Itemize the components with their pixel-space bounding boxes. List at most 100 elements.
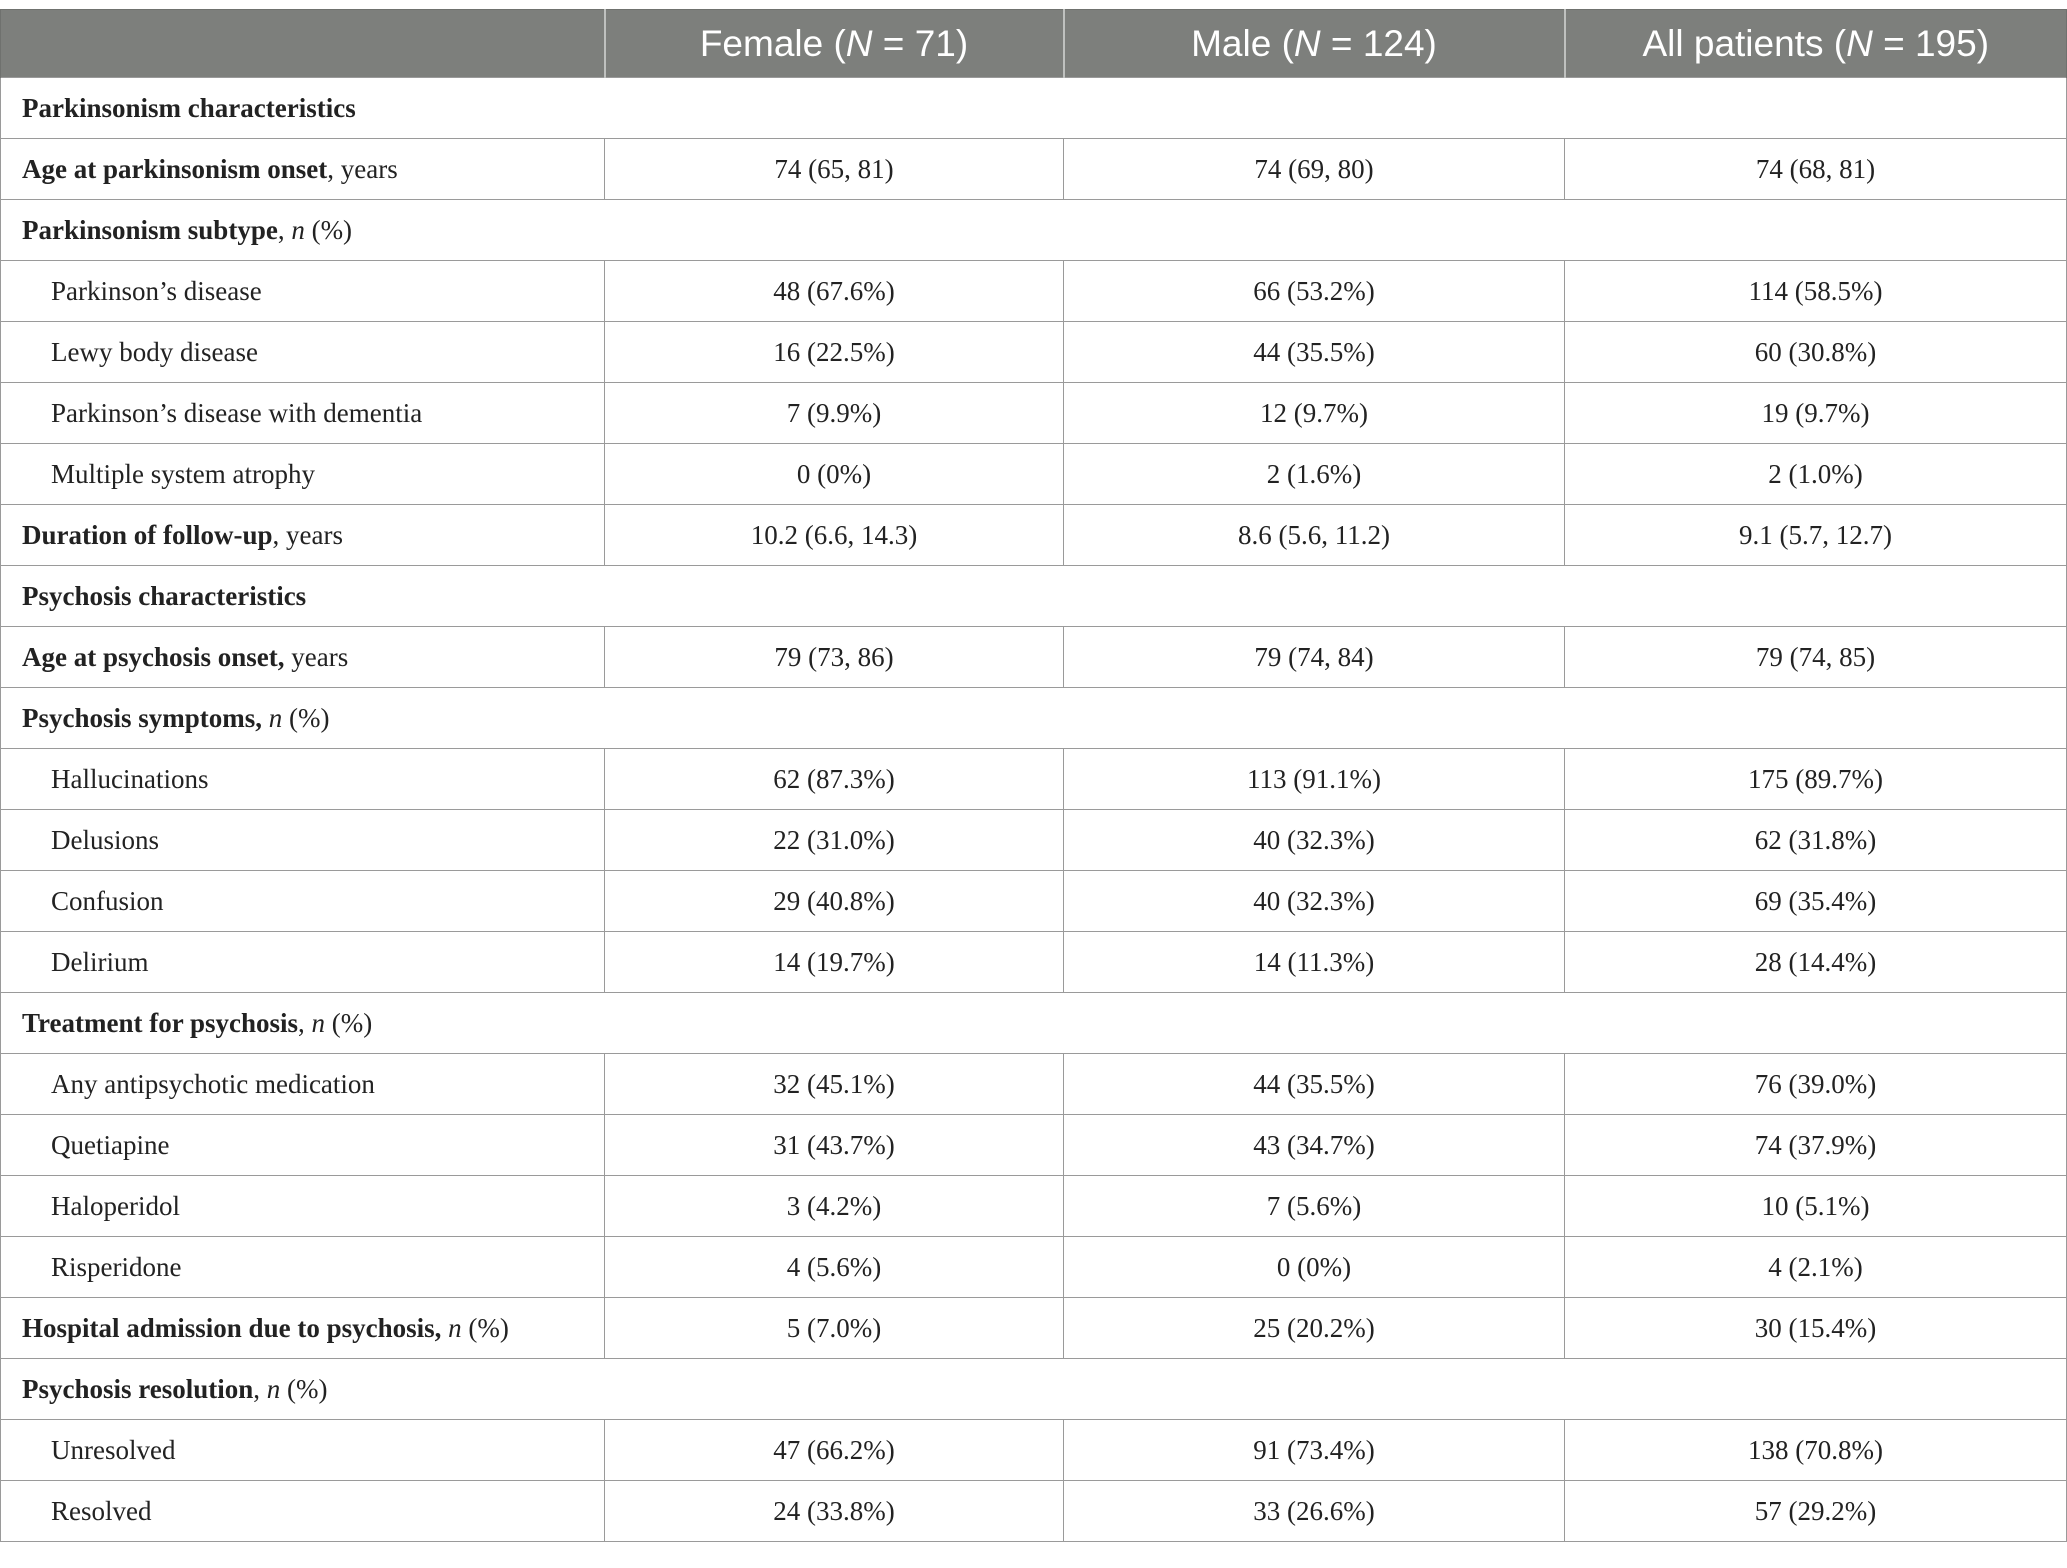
- table-row: Duration of follow-up, years 10.2 (6.6, 1…: [0, 504, 2067, 566]
- cell-all: 4 (2.1%): [1564, 1236, 2067, 1298]
- label-bold: Parkinsonism characteristics: [22, 92, 356, 123]
- table-row: Risperidone 4 (5.6%) 0 (0%) 4 (2.1%): [0, 1236, 2067, 1298]
- header-female: Female (N = 71): [603, 9, 1064, 78]
- row-label: Confusion: [0, 870, 605, 932]
- header-row: Female (N = 71) Male (N = 124) All patie…: [0, 9, 2067, 78]
- header-male-pre: Male (: [1191, 22, 1294, 64]
- label-bold: Parkinsonism subtype: [22, 214, 278, 245]
- header-all-post: = 195): [1872, 22, 1990, 64]
- cell-female: 5 (7.0%): [604, 1297, 1064, 1359]
- table-row: Haloperidol 3 (4.2%) 7 (5.6%) 10 (5.1%): [0, 1175, 2067, 1237]
- label-suffix: ,: [277, 214, 292, 245]
- cell-male: 12 (9.7%): [1063, 382, 1565, 444]
- row-label: Unresolved: [0, 1419, 605, 1481]
- cell-male: 66 (53.2%): [1063, 260, 1565, 322]
- header-female-post: = 71): [872, 22, 969, 64]
- cell-all: 57 (29.2%): [1564, 1480, 2067, 1542]
- label-suffix: ,: [298, 1007, 312, 1038]
- label-bold: Psychosis symptoms,: [22, 702, 263, 733]
- cell-female: 79 (73, 86): [604, 626, 1064, 688]
- cell-male: 44 (35.5%): [1063, 1053, 1565, 1115]
- cell-male: 33 (26.6%): [1063, 1480, 1565, 1542]
- cell-all: 62 (31.8%): [1564, 809, 2067, 871]
- header-empty: [0, 9, 605, 78]
- cell-male: 91 (73.4%): [1063, 1419, 1565, 1481]
- cell-female: 3 (4.2%): [604, 1175, 1064, 1237]
- label-unit-italic: n: [448, 1312, 462, 1343]
- cell-all: 60 (30.8%): [1564, 321, 2067, 383]
- table-row: Multiple system atrophy 0 (0%) 2 (1.6%) 2 (…: [0, 443, 2067, 505]
- table-row: Unresolved 47 (66.2%) 91 (73.4%) 138 (70.8%…: [0, 1419, 2067, 1481]
- row-label: Hallucinations: [0, 748, 605, 810]
- cell-female: 10.2 (6.6, 14.3): [604, 504, 1064, 566]
- header-male-n: N: [1293, 22, 1321, 64]
- cell-male: 8.6 (5.6, 11.2): [1063, 504, 1565, 566]
- row-label: Lewy body disease: [0, 321, 605, 383]
- table-row: Hallucinations 62 (87.3%) 113 (91.1%) 175 (…: [0, 748, 2067, 810]
- label-bold: Hospital admission due to psychosis,: [22, 1312, 442, 1343]
- cell-all: 10 (5.1%): [1564, 1175, 2067, 1237]
- header-female-pre: Female (: [699, 22, 846, 64]
- cell-all: 74 (37.9%): [1564, 1114, 2067, 1176]
- cell-female: 32 (45.1%): [604, 1053, 1064, 1115]
- section-row: Psychosis resolution, n (%): [0, 1358, 2067, 1420]
- cell-female: 48 (67.6%): [604, 260, 1064, 322]
- cell-all: 79 (74, 85): [1564, 626, 2067, 688]
- row-label: Age at parkinsonism onset, years: [0, 138, 605, 200]
- section-row: Parkinsonism characteristics: [0, 77, 2067, 139]
- header-all-n: N: [1846, 22, 1873, 64]
- row-label: Risperidone: [0, 1236, 605, 1298]
- cell-male: 43 (34.7%): [1063, 1114, 1565, 1176]
- table-row: Quetiapine 31 (43.7%) 43 (34.7%) 74 (37.9%): [0, 1114, 2067, 1176]
- cell-female: 62 (87.3%): [604, 748, 1064, 810]
- row-label: Haloperidol: [0, 1175, 605, 1237]
- label-unit-italic: n: [266, 1373, 281, 1404]
- cell-all: 138 (70.8%): [1564, 1419, 2067, 1481]
- cell-female: 4 (5.6%): [604, 1236, 1064, 1298]
- row-label: Parkinson’s disease: [0, 260, 605, 322]
- table-row: Age at parkinsonism onset, years 74 (65, …: [0, 138, 2067, 200]
- table-row: Delirium 14 (19.7%) 14 (11.3%) 28 (14.4%): [0, 931, 2067, 993]
- section-label: Psychosis resolution, n (%): [0, 1358, 2067, 1420]
- cell-female: 14 (19.7%): [604, 931, 1064, 993]
- table-row: Lewy body disease 16 (22.5%) 44 (35.5%) 60 …: [0, 321, 2067, 383]
- cell-all: 74 (68, 81): [1564, 138, 2067, 200]
- cell-female: 47 (66.2%): [604, 1419, 1064, 1481]
- header-all: All patients (N = 195): [1563, 9, 2067, 78]
- cell-all: 28 (14.4%): [1564, 931, 2067, 993]
- section-label: Parkinsonism subtype, n (%): [0, 199, 2067, 261]
- label-unit-italic: n: [291, 214, 305, 245]
- cell-all: 19 (9.7%): [1564, 382, 2067, 444]
- label-suffix: , years: [327, 153, 398, 184]
- cell-female: 16 (22.5%): [604, 321, 1064, 383]
- row-label: Delusions: [0, 809, 605, 871]
- table-row: Hospital admission due to psychosis, n (…: [0, 1297, 2067, 1359]
- table-body: Parkinsonism characteristics Age at parki…: [0, 77, 2067, 1542]
- row-label: Duration of follow-up, years: [0, 504, 605, 566]
- label-unit-tail: (%): [282, 702, 330, 733]
- cell-all: 30 (15.4%): [1564, 1297, 2067, 1359]
- section-row: Parkinsonism subtype, n (%): [0, 199, 2067, 261]
- label-bold: Age at psychosis onset,: [22, 641, 285, 672]
- cell-female: 7 (9.9%): [604, 382, 1064, 444]
- cell-female: 0 (0%): [604, 443, 1064, 505]
- row-label: Quetiapine: [0, 1114, 605, 1176]
- cell-all: 9.1 (5.7, 12.7): [1564, 504, 2067, 566]
- cell-female: 24 (33.8%): [604, 1480, 1064, 1542]
- characteristics-table: Female (N = 71) Male (N = 124) All patie…: [0, 9, 2067, 1542]
- cell-all: 175 (89.7%): [1564, 748, 2067, 810]
- section-label: Treatment for psychosis, n (%): [0, 992, 2067, 1054]
- label-bold: Duration of follow-up: [22, 519, 273, 550]
- cell-all: 114 (58.5%): [1564, 260, 2067, 322]
- cell-female: 74 (65, 81): [604, 138, 1064, 200]
- table-row: Any antipsychotic medication 32 (45.1%) 44…: [0, 1053, 2067, 1115]
- label-bold: Treatment for psychosis: [22, 1007, 298, 1038]
- section-row: Treatment for psychosis, n (%): [0, 992, 2067, 1054]
- row-label: Parkinson’s disease with dementia: [0, 382, 605, 444]
- cell-male: 25 (20.2%): [1063, 1297, 1565, 1359]
- cell-male: 44 (35.5%): [1063, 321, 1565, 383]
- cell-female: 31 (43.7%): [604, 1114, 1064, 1176]
- section-row: Psychosis characteristics: [0, 565, 2067, 627]
- section-label: Parkinsonism characteristics: [0, 77, 2067, 139]
- cell-all: 2 (1.0%): [1564, 443, 2067, 505]
